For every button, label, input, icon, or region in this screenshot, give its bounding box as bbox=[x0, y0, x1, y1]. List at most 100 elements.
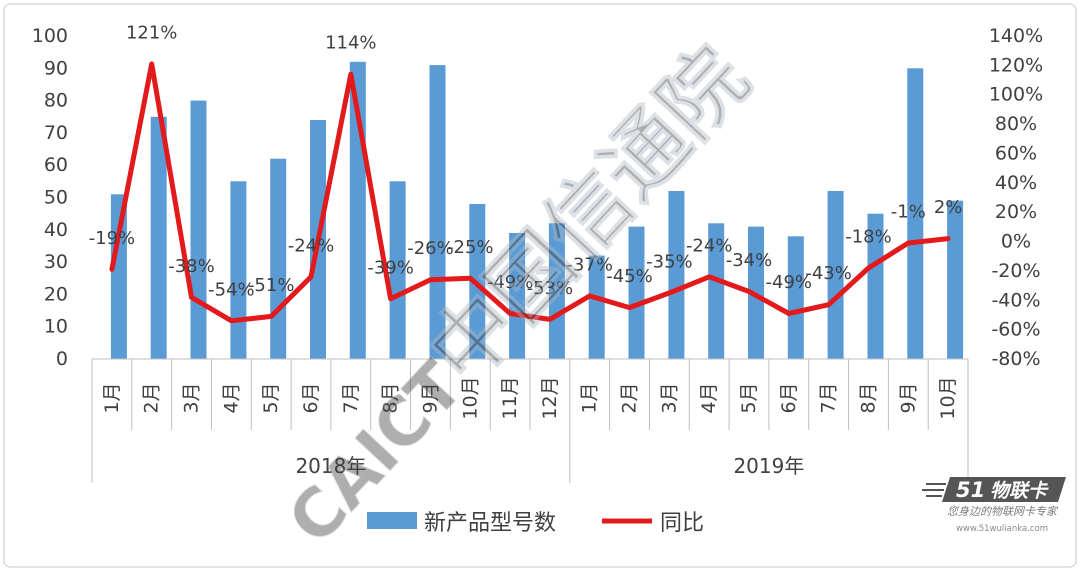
x-tick-label: 3月 bbox=[658, 382, 680, 413]
x-axis-layer: 1月 2月 3月 4月 5月 6月 7月 8月 9月 10月 11月 12月 1月 2月 3月 4月 5月 6月 7… bbox=[101, 376, 959, 478]
logo-url: www.51wulianka.com bbox=[956, 524, 1048, 534]
bar bbox=[867, 213, 884, 359]
data-label: -51% bbox=[248, 275, 295, 296]
left-axis-tick-label: 60 bbox=[44, 154, 68, 176]
data-label: -37% bbox=[566, 254, 613, 275]
x-tick-label: 2月 bbox=[619, 382, 641, 413]
x-tick-label: 4月 bbox=[698, 382, 720, 413]
left-axis-tick-label: 20 bbox=[44, 283, 68, 305]
x-tick-label: 12月 bbox=[539, 376, 561, 419]
x-tick-label: 9月 bbox=[897, 382, 919, 413]
right-axis-tick-label: -80% bbox=[991, 348, 1040, 370]
x-tick-label: 5月 bbox=[738, 382, 760, 413]
legend-label-bars: 新产品型号数 bbox=[424, 511, 556, 536]
bar bbox=[787, 236, 804, 359]
left-axis-tick-label: 50 bbox=[44, 187, 68, 209]
left-axis-tick-label: 0 bbox=[56, 348, 68, 370]
x-tick-label: 11月 bbox=[499, 376, 521, 419]
year-label: 2019年 bbox=[733, 454, 804, 478]
data-label: 114% bbox=[325, 33, 376, 54]
data-label: -54% bbox=[208, 279, 255, 300]
x-tick-label: 9月 bbox=[420, 382, 442, 413]
right-axis-tick-label: -60% bbox=[991, 319, 1040, 341]
bar bbox=[628, 226, 645, 359]
x-tick-label: 10月 bbox=[937, 376, 959, 419]
right-axis-tick-label: 0% bbox=[1001, 231, 1031, 253]
x-tick-label: 1月 bbox=[101, 382, 123, 413]
right-axis-tick-label: 40% bbox=[995, 172, 1037, 194]
data-label: -24% bbox=[686, 235, 733, 256]
x-tick-label: 6月 bbox=[778, 382, 800, 413]
left-axis-tick-label: 10 bbox=[44, 316, 68, 338]
right-axis-tick-label: -20% bbox=[991, 260, 1040, 282]
left-axis-tick-label: 80 bbox=[44, 90, 68, 112]
data-label: -53% bbox=[527, 278, 574, 299]
axis-layer bbox=[91, 358, 969, 483]
right-axis-tick-label: 20% bbox=[995, 201, 1037, 223]
right-axis-tick-label: 140% bbox=[989, 25, 1043, 47]
data-label: -49% bbox=[487, 272, 534, 293]
data-label: -38% bbox=[168, 256, 215, 277]
x-tick-label: 4月 bbox=[220, 382, 242, 413]
data-label: -49% bbox=[766, 272, 813, 293]
legend: 新产品型号数 同比 bbox=[367, 511, 704, 536]
left-axis-tick-label: 40 bbox=[44, 219, 68, 241]
data-label: 121% bbox=[126, 22, 177, 43]
x-tick-label: 2月 bbox=[141, 382, 163, 413]
data-label: -19% bbox=[89, 228, 136, 249]
x-tick-label: 8月 bbox=[858, 382, 880, 413]
x-tick-label: 6月 bbox=[300, 382, 322, 413]
right-axis-tick-label: 80% bbox=[995, 113, 1037, 135]
x-tick-label: 8月 bbox=[380, 382, 402, 413]
chart-border bbox=[3, 3, 1077, 568]
data-label: 2% bbox=[934, 197, 963, 218]
legend-label-line: 同比 bbox=[660, 511, 704, 536]
bar bbox=[668, 191, 685, 359]
data-label: -45% bbox=[606, 266, 653, 287]
bar bbox=[588, 255, 605, 359]
bar bbox=[708, 223, 725, 359]
data-labels-layer: -19% 121% -38%-54%-51% -24% 114% -39%-26%-25%… bbox=[89, 22, 963, 300]
bar bbox=[110, 194, 127, 359]
year-label: 2018年 bbox=[295, 454, 366, 478]
right-axis-tick-label: 120% bbox=[989, 54, 1043, 76]
right-axis-tick-label: 60% bbox=[995, 143, 1037, 165]
data-label: -39% bbox=[367, 257, 414, 278]
x-tick-label: 5月 bbox=[260, 382, 282, 413]
right-axis-tick-label: -40% bbox=[991, 289, 1040, 311]
left-axis-tick-label: 70 bbox=[44, 122, 68, 144]
data-label: -24% bbox=[288, 235, 335, 256]
line-layer bbox=[109, 61, 951, 324]
data-label: -25% bbox=[447, 237, 494, 258]
logo-name: 物联卡 bbox=[990, 480, 1049, 502]
yoy-line bbox=[109, 61, 951, 324]
x-tick-label: 10月 bbox=[459, 376, 481, 419]
logo: 51 物联卡 您身边的物联网卡专家 www.51wulianka.com bbox=[922, 477, 1066, 534]
bar bbox=[190, 100, 207, 359]
logo-number: 51 bbox=[956, 478, 985, 502]
x-tick-label: 7月 bbox=[340, 382, 362, 413]
bar bbox=[150, 116, 167, 360]
data-label: -35% bbox=[646, 251, 693, 272]
bar bbox=[230, 181, 247, 359]
bar bbox=[509, 233, 526, 359]
logo-background bbox=[942, 477, 1066, 502]
legend-item-bars: 新产品型号数 bbox=[367, 511, 556, 536]
y-axes-layer: 0 10 20 30 40 50 60 70 80 90 100 -80% -60% -40% -20% 0%… bbox=[32, 25, 1043, 370]
left-axis-tick-label: 30 bbox=[44, 251, 68, 273]
left-axis-tick-label: 100 bbox=[32, 25, 68, 47]
bar bbox=[429, 65, 446, 359]
x-tick-label: 7月 bbox=[818, 382, 840, 413]
bar bbox=[389, 181, 406, 359]
data-label: -43% bbox=[805, 263, 852, 284]
bar bbox=[827, 191, 844, 359]
x-tick-label: 1月 bbox=[579, 382, 601, 413]
data-label: -26% bbox=[407, 238, 454, 259]
bar bbox=[947, 200, 964, 359]
bar bbox=[548, 223, 565, 359]
x-tick-label: 3月 bbox=[181, 382, 203, 413]
right-axis-tick-label: 100% bbox=[989, 84, 1043, 106]
bar bbox=[907, 68, 924, 360]
